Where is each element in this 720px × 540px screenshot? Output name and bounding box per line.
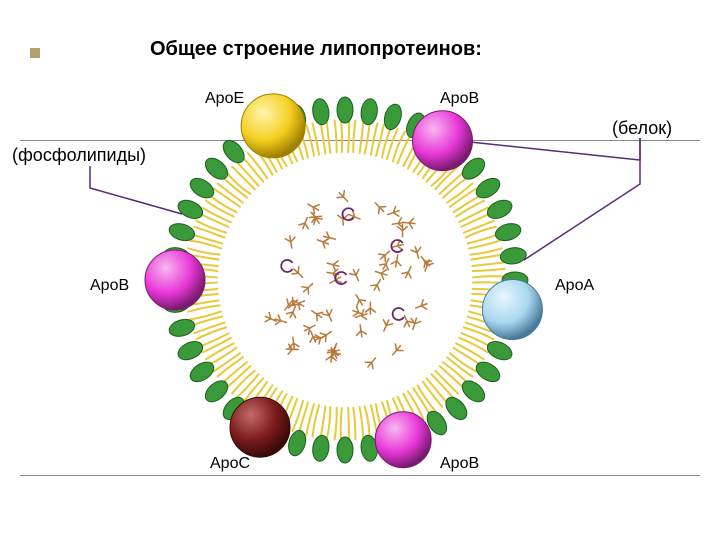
protein-apoA: [482, 280, 542, 340]
slide-root: Общее строение липопротеинов: АроЕ АроВ …: [0, 0, 720, 540]
protein-apoBbot: [375, 412, 431, 468]
protein-apoC: [230, 397, 290, 457]
protein-apoE: [241, 94, 305, 158]
protein-apoBtop: [413, 111, 473, 171]
protein-apoBleft: [145, 250, 205, 310]
lipoprotein-diagram: [0, 0, 720, 540]
